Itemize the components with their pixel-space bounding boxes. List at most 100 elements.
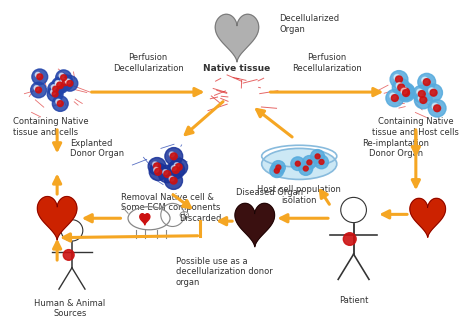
- Circle shape: [390, 93, 396, 99]
- Circle shape: [170, 158, 188, 176]
- Circle shape: [59, 73, 64, 78]
- Circle shape: [418, 73, 436, 91]
- Circle shape: [169, 176, 174, 181]
- Circle shape: [32, 69, 48, 84]
- Circle shape: [402, 90, 410, 97]
- Circle shape: [401, 88, 407, 94]
- Circle shape: [36, 72, 40, 77]
- Circle shape: [422, 77, 428, 83]
- Circle shape: [56, 70, 72, 85]
- Circle shape: [419, 91, 425, 98]
- Circle shape: [56, 99, 61, 104]
- Text: Possible use as a
decellularization donor
organ: Possible use as a decellularization dono…: [176, 257, 273, 287]
- Polygon shape: [215, 14, 259, 62]
- Circle shape: [392, 95, 398, 101]
- Circle shape: [167, 161, 185, 179]
- Circle shape: [65, 79, 70, 84]
- Circle shape: [291, 157, 305, 171]
- Circle shape: [155, 168, 162, 175]
- Text: Explanted
Donor Organ: Explanted Donor Organ: [70, 139, 124, 158]
- Text: Perfusion
Recellularization: Perfusion Recellularization: [292, 53, 362, 73]
- Circle shape: [52, 91, 58, 97]
- Circle shape: [52, 96, 68, 111]
- Text: Containing Native
tissue and cells: Containing Native tissue and cells: [13, 117, 88, 137]
- Circle shape: [425, 84, 442, 101]
- Circle shape: [154, 167, 159, 172]
- Circle shape: [423, 79, 430, 85]
- Circle shape: [171, 166, 176, 171]
- Circle shape: [394, 74, 400, 80]
- Circle shape: [397, 84, 415, 102]
- Circle shape: [397, 83, 415, 100]
- Circle shape: [430, 89, 437, 96]
- Polygon shape: [235, 203, 274, 247]
- Circle shape: [303, 166, 308, 171]
- Circle shape: [302, 156, 316, 169]
- Circle shape: [307, 160, 312, 165]
- Circle shape: [163, 170, 168, 175]
- Text: Patient: Patient: [339, 296, 368, 305]
- Circle shape: [174, 162, 179, 167]
- Circle shape: [396, 83, 402, 88]
- Circle shape: [173, 167, 179, 174]
- Text: Containing Native
tissue and Host cells: Containing Native tissue and Host cells: [373, 117, 459, 137]
- Circle shape: [401, 87, 407, 93]
- Circle shape: [398, 84, 405, 91]
- Circle shape: [315, 154, 320, 159]
- Circle shape: [392, 79, 410, 96]
- Circle shape: [61, 75, 66, 81]
- Circle shape: [52, 77, 68, 93]
- Circle shape: [53, 86, 59, 92]
- Circle shape: [149, 163, 167, 181]
- Circle shape: [419, 95, 424, 101]
- Circle shape: [390, 71, 408, 88]
- Circle shape: [62, 80, 68, 86]
- Circle shape: [175, 163, 182, 170]
- Circle shape: [158, 165, 176, 183]
- Polygon shape: [140, 214, 150, 225]
- Circle shape: [57, 75, 73, 91]
- Text: Re-implantation
Donor Organ: Re-implantation Donor Organ: [363, 139, 429, 158]
- Circle shape: [428, 99, 446, 117]
- Circle shape: [53, 78, 68, 94]
- Text: Diseased Organ: Diseased Organ: [236, 188, 303, 197]
- Circle shape: [57, 82, 63, 88]
- Circle shape: [51, 90, 55, 95]
- Circle shape: [148, 158, 166, 175]
- Circle shape: [432, 103, 438, 109]
- Text: Host cell population
isolation: Host cell population isolation: [257, 185, 341, 205]
- Circle shape: [428, 88, 435, 94]
- Circle shape: [417, 89, 423, 95]
- Circle shape: [165, 148, 182, 165]
- Text: Discarded: Discarded: [179, 214, 222, 223]
- Circle shape: [170, 153, 177, 160]
- Circle shape: [48, 81, 64, 97]
- Circle shape: [55, 81, 60, 85]
- Circle shape: [37, 74, 43, 80]
- Circle shape: [299, 162, 313, 176]
- Circle shape: [414, 91, 432, 109]
- Text: Removal Native cell &
Some ECM components: Removal Native cell & Some ECM component…: [121, 193, 221, 213]
- Circle shape: [62, 76, 78, 91]
- Circle shape: [402, 88, 409, 95]
- Circle shape: [153, 162, 157, 167]
- Circle shape: [47, 86, 63, 102]
- Text: Human & Animal
Sources: Human & Animal Sources: [34, 299, 106, 318]
- Circle shape: [67, 81, 73, 86]
- Circle shape: [56, 81, 61, 86]
- Circle shape: [57, 83, 64, 89]
- Text: Native tissue: Native tissue: [203, 64, 271, 73]
- Circle shape: [164, 171, 171, 177]
- Circle shape: [169, 152, 174, 157]
- Circle shape: [310, 150, 325, 163]
- Polygon shape: [37, 197, 77, 240]
- Circle shape: [63, 250, 74, 260]
- Circle shape: [170, 177, 177, 184]
- Circle shape: [57, 101, 63, 107]
- Circle shape: [274, 168, 279, 173]
- Circle shape: [413, 85, 431, 103]
- Circle shape: [420, 97, 427, 103]
- Circle shape: [319, 160, 324, 164]
- Circle shape: [51, 85, 56, 90]
- Polygon shape: [410, 198, 446, 237]
